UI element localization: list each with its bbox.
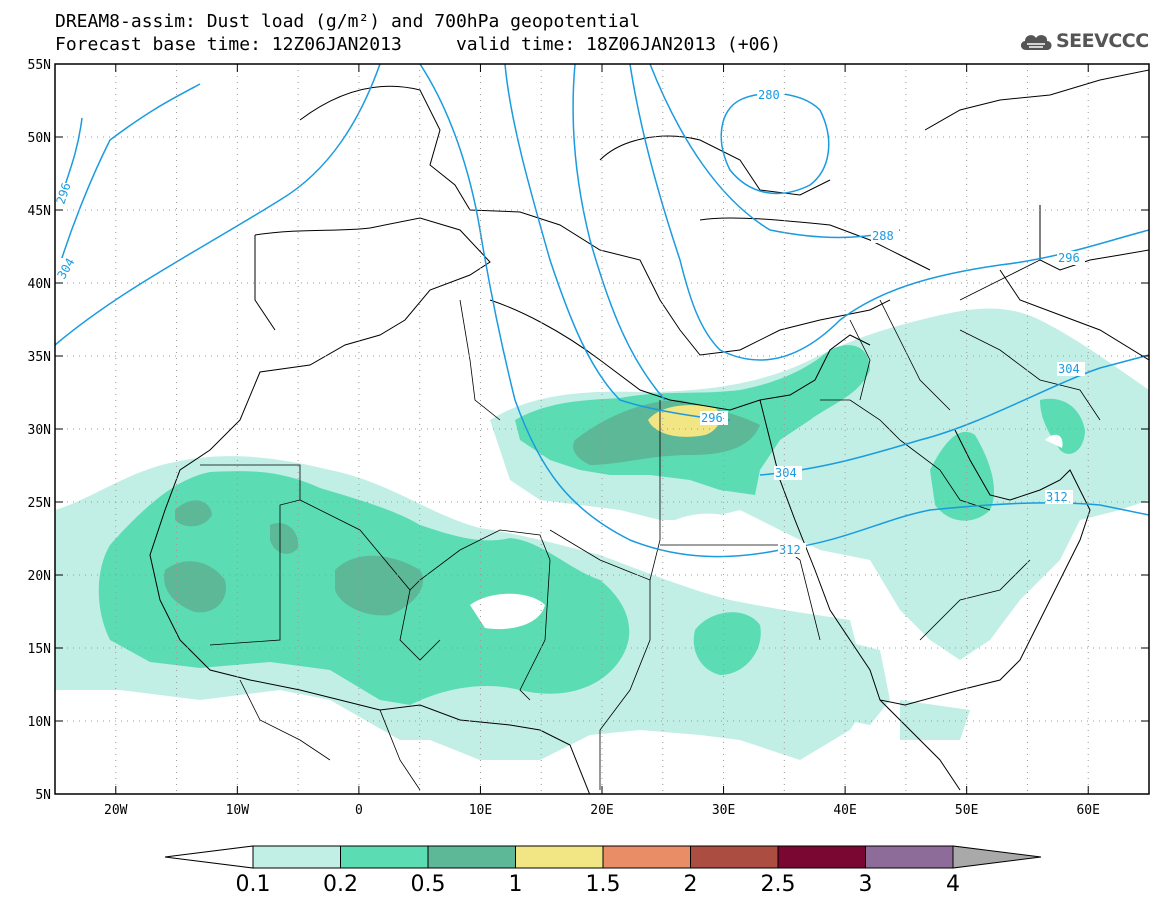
lat-label: 5N: [35, 788, 51, 803]
lon-label: 10E: [469, 803, 492, 818]
logo-text: SEEVCCC: [1056, 30, 1149, 52]
lon-label: 60E: [1076, 803, 1099, 818]
lat-label: 40N: [28, 277, 51, 292]
map-frame: [54, 63, 1150, 795]
colorbar-segment: [865, 845, 954, 869]
contour-label: 304: [1058, 362, 1080, 376]
colorbar-tick-label: 2: [683, 872, 698, 897]
contour-label: 280: [758, 88, 780, 102]
cloud-logo-icon: [1020, 35, 1052, 50]
lat-label: 25N: [28, 496, 51, 511]
colorbar-right-arrow: [952, 845, 1042, 869]
contour-label: 296: [701, 411, 723, 425]
lon-label: 50E: [955, 803, 978, 818]
geopotential-contours: [55, 64, 1149, 558]
lat-label: 15N: [28, 642, 51, 657]
lon-label: 20W: [104, 803, 128, 818]
colorbar-left-arrow: [164, 845, 254, 869]
map-title: DREAM8-assim: Dust load (g/m²) and 700hP…: [55, 11, 641, 32]
colorbar: [164, 845, 1042, 869]
colorbar-segment: [427, 845, 516, 869]
forecast-time-line: Forecast base time: 12Z06JAN2013 valid t…: [55, 34, 782, 55]
colorbar-tick-label: 1.5: [585, 872, 621, 897]
colorbar-tick-label: 0.5: [410, 872, 446, 897]
contour-label: 312: [1046, 490, 1068, 504]
lon-label: 10W: [226, 803, 250, 818]
colorbar-segment: [252, 845, 341, 869]
lat-label: 55N: [28, 58, 51, 73]
lon-label: 40E: [833, 803, 856, 818]
colorbar-tick-label: 2.5: [760, 872, 796, 897]
colorbar-segment: [602, 845, 691, 869]
lat-label: 35N: [28, 350, 51, 365]
contour-label: 312: [779, 543, 801, 557]
colorbar-segment: [777, 845, 866, 869]
lon-label: 30E: [712, 803, 735, 818]
seevccc-logo: SEEVCCC: [1018, 28, 1153, 56]
latitude-labels: 55N 50N 45N 40N 35N 30N 25N 20N 15N 10N 5N: [28, 58, 51, 803]
contour-label: 304: [775, 466, 797, 480]
lat-label: 30N: [28, 423, 51, 438]
longitude-labels: 20W 10W 0 10E 20E 30E 40E 50E 60E: [104, 803, 1100, 818]
lon-label: 20E: [590, 803, 613, 818]
coastlines: [149, 69, 1149, 794]
contour-label: 296: [1058, 251, 1080, 265]
colorbar-tick-label: 3: [858, 872, 873, 897]
colorbar-segment: [515, 845, 604, 869]
axis-ticks: [55, 63, 1149, 795]
lon-label: 0: [355, 803, 363, 818]
lat-label: 50N: [28, 131, 51, 146]
colorbar-segment: [340, 845, 429, 869]
lat-label: 20N: [28, 569, 51, 584]
contour-labels: 280 288 296 296 296 304 304 304 312 312: [55, 88, 1085, 557]
contour-label: 288: [872, 229, 894, 243]
colorbar-segment: [690, 845, 779, 869]
colorbar-tick-label: 1: [508, 872, 523, 897]
colorbar-tick-label: 0.2: [323, 872, 358, 897]
lat-label: 45N: [28, 204, 51, 219]
colorbar-tick-label: 0.1: [235, 872, 271, 897]
lat-label: 10N: [28, 715, 51, 730]
colorbar-tick-label: 4: [946, 872, 960, 897]
